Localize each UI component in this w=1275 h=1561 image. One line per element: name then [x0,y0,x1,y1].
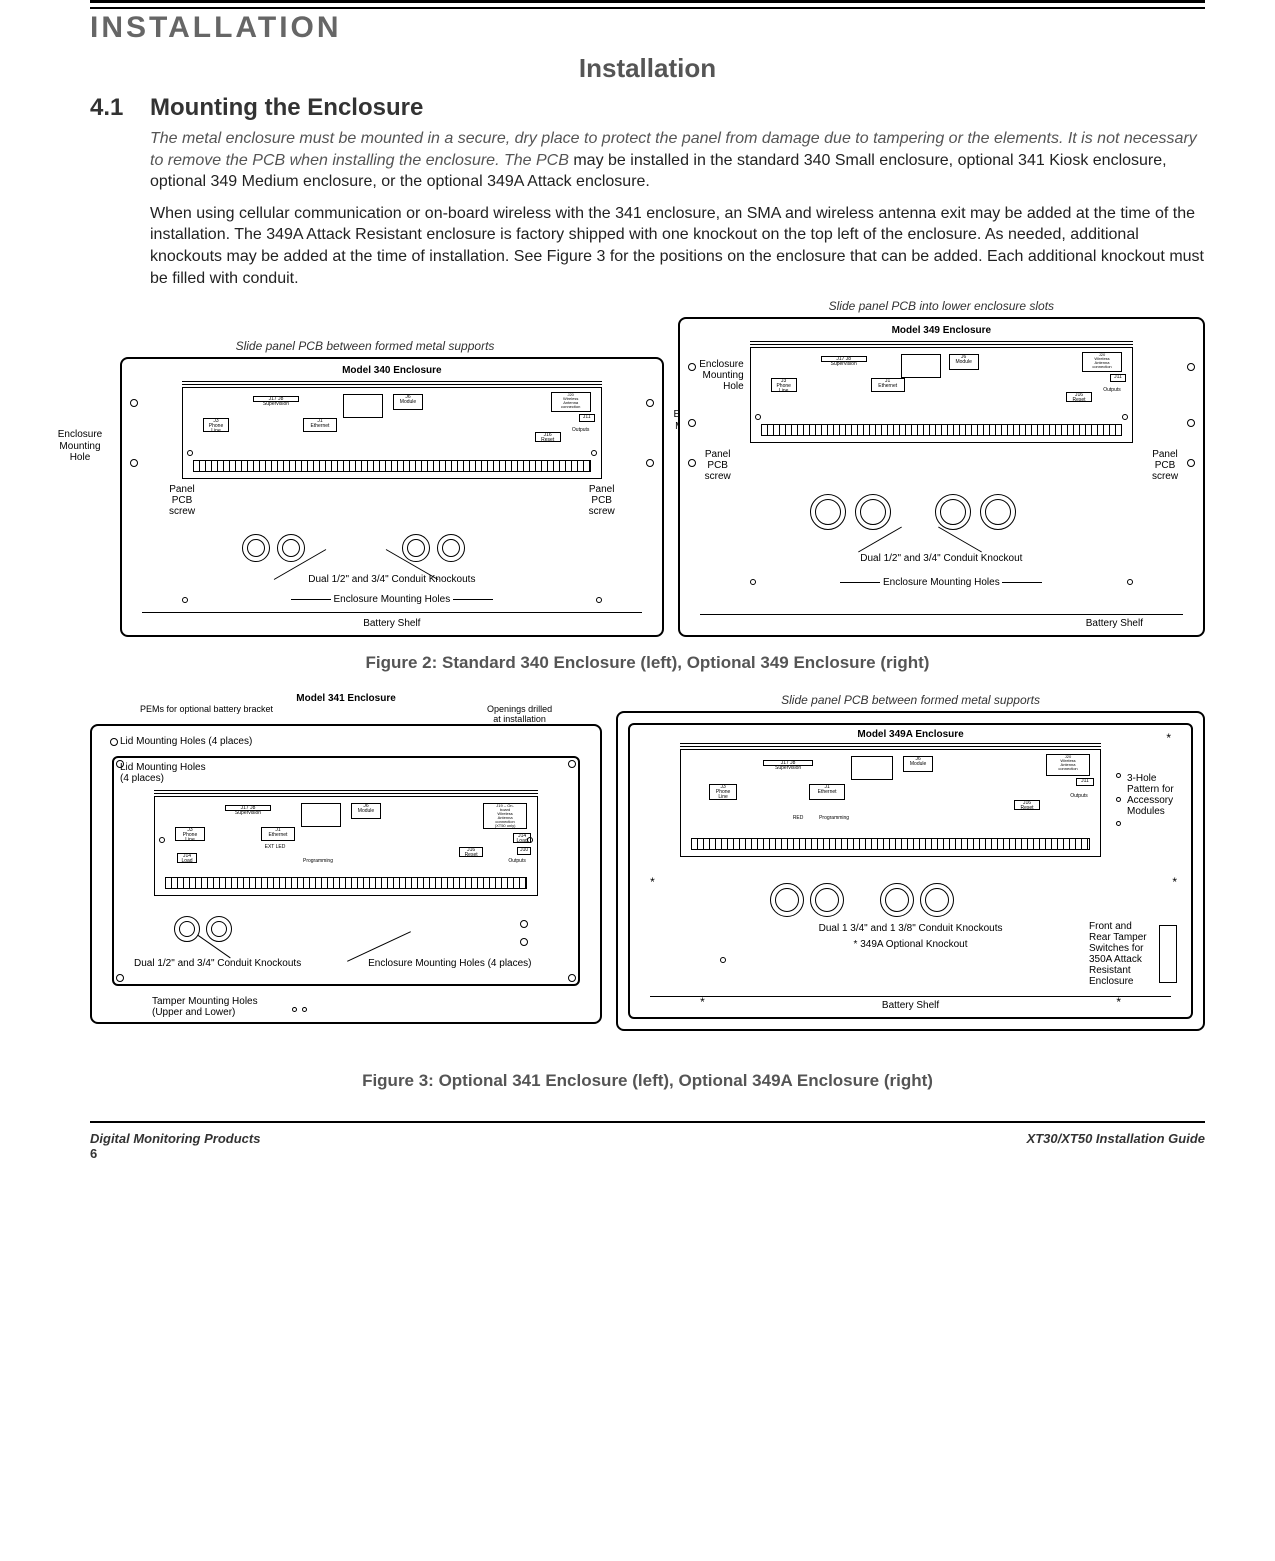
slide-349a: Slide panel PCB between formed metal sup… [616,693,1205,707]
pcb-screw-l: Panel PCB screw [162,484,202,517]
lid-holes-ring: Lid Mounting Holes (4 places) [120,736,252,747]
pcb-screw-r: Panel PCB screw [582,484,622,517]
openings-label: Openings drilled at installation [487,704,552,724]
lid-holes-box: Lid Mounting Holes (4 places) [120,762,206,784]
pcb-j17j8-349: J17 J8 Supervision [821,356,867,362]
slide-349: Slide panel PCB into lower enclosure slo… [678,299,1205,313]
para2: When using cellular communication or on-… [150,203,1205,289]
terminal-strip [193,460,591,472]
pcb-j3-349: J3 Phone Line [771,378,797,392]
pcb-j20: J20 Wireless Antenna connection [551,392,591,412]
footer-page: 6 [90,1146,260,1161]
term-349 [761,424,1122,436]
enc-mount-hole-left: Enclosure Mounting Hole [50,429,110,464]
pcb-screw-349l: Panel PCB screw [698,449,738,482]
pcb-j16: J16 Reset [535,432,561,442]
pcb-screw-349r: Panel PCB screw [1145,449,1185,482]
model-349a: Model 349A Enclosure [630,729,1191,740]
pems-label: PEMs for optional battery bracket [140,704,273,724]
pcb-j1-349: J1 Ethernet [871,378,905,392]
pcb-j16-349: J16 Reset [1066,392,1092,402]
pcb-cardslot-349 [901,354,941,378]
mount-line-349: Enclosure Mounting Holes [680,577,1203,588]
section-title: Mounting the Enclosure [150,94,423,122]
conduit-341: Dual 1/2" and 3/4" Conduit Knockouts [134,958,314,969]
slide-340: Slide panel PCB between formed metal sup… [200,339,530,353]
model-349: Model 349 Enclosure [680,325,1203,336]
pcb-j3: J3 Phone Line [203,418,229,432]
pcb-j11-349: J11 [1110,374,1126,382]
pcb-outputs: Outputs [567,428,595,436]
pcb-j17j8: J17 J8 Supervision [253,396,299,402]
pcb-j1: J1 Ethernet [303,418,337,432]
battery-340: Battery Shelf [122,618,662,629]
battery-349a: Battery Shelf [630,1000,1191,1011]
figure2-caption: Figure 2: Standard 340 Enclosure (left),… [90,653,1205,673]
pcb-module-349: J6 Module [949,354,979,370]
conduit-349: Dual 1/2" and 3/4" Conduit Knockout [680,553,1203,564]
model-341: Model 341 Enclosure [90,693,602,704]
mount-line-340: Enclosure Mounting Holes [122,594,662,605]
enc-mount-349: Enclosure Mounting Hole [694,359,744,392]
section-number: 4.1 [90,94,150,122]
pcb-cardslot [343,394,383,418]
enc-mount-341: Enclosure Mounting Holes (4 places) [368,958,568,969]
tamper-349a: Front and Rear Tamper Switches for 350A … [1089,921,1153,987]
pcb-module: J6 Module [393,394,423,410]
page-title: Installation [90,53,1205,84]
pcb-j20-349: J20 Wireless Antenna connection [1082,352,1122,372]
pcb-j11: J11 [579,414,595,422]
pcb-outputs-349: Outputs [1098,388,1126,396]
battery-349: Battery Shelf [1086,618,1143,629]
footer-right: XT30/XT50 Installation Guide [1027,1131,1205,1161]
figure3-caption: Figure 3: Optional 341 Enclosure (left),… [90,1071,1205,1091]
model-340: Model 340 Enclosure [122,365,662,376]
footer-left: Digital Monitoring Products [90,1131,260,1146]
tamper-341: Tamper Mounting Holes (Upper and Lower) [152,996,258,1018]
section-banner: INSTALLATION [90,7,1205,47]
conduit-340: Dual 1/2" and 3/4" Conduit Knockouts [122,574,662,585]
three-hole: 3-Hole Pattern for Accessory Modules [1127,773,1183,817]
